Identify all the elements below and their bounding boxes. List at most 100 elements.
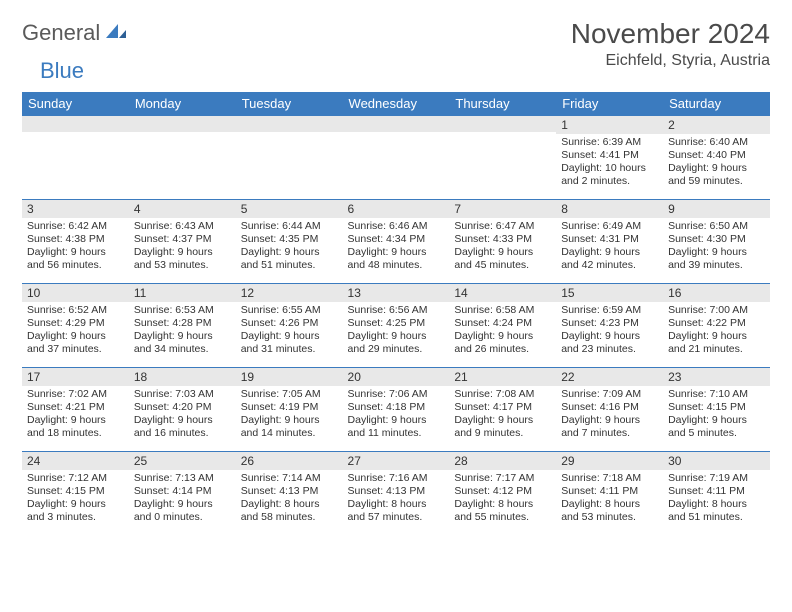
day-number: 10 xyxy=(22,284,129,302)
calendar-cell: 3Sunrise: 6:42 AMSunset: 4:38 PMDaylight… xyxy=(22,200,129,284)
daylight-text: Daylight: 9 hours and 56 minutes. xyxy=(27,246,124,272)
day-content: Sunrise: 6:47 AMSunset: 4:33 PMDaylight:… xyxy=(449,218,556,275)
calendar-cell: 19Sunrise: 7:05 AMSunset: 4:19 PMDayligh… xyxy=(236,368,343,452)
daylight-text: Daylight: 9 hours and 11 minutes. xyxy=(348,414,445,440)
daylight-text: Daylight: 9 hours and 37 minutes. xyxy=(27,330,124,356)
sunset-text: Sunset: 4:26 PM xyxy=(241,317,338,330)
day-number: 25 xyxy=(129,452,236,470)
calendar-cell xyxy=(236,116,343,200)
day-content: Sunrise: 6:55 AMSunset: 4:26 PMDaylight:… xyxy=(236,302,343,359)
daylight-text: Daylight: 9 hours and 31 minutes. xyxy=(241,330,338,356)
sunset-text: Sunset: 4:38 PM xyxy=(27,233,124,246)
day-number: 1 xyxy=(556,116,663,134)
day-header: Saturday xyxy=(663,92,770,116)
day-number: 15 xyxy=(556,284,663,302)
day-content: Sunrise: 6:58 AMSunset: 4:24 PMDaylight:… xyxy=(449,302,556,359)
day-number: 6 xyxy=(343,200,450,218)
sunrise-text: Sunrise: 7:12 AM xyxy=(27,472,124,485)
day-content: Sunrise: 7:06 AMSunset: 4:18 PMDaylight:… xyxy=(343,386,450,443)
sunrise-text: Sunrise: 6:43 AM xyxy=(134,220,231,233)
day-header: Tuesday xyxy=(236,92,343,116)
calendar-cell: 26Sunrise: 7:14 AMSunset: 4:13 PMDayligh… xyxy=(236,452,343,536)
day-number: 2 xyxy=(663,116,770,134)
day-content: Sunrise: 6:56 AMSunset: 4:25 PMDaylight:… xyxy=(343,302,450,359)
daylight-text: Daylight: 9 hours and 21 minutes. xyxy=(668,330,765,356)
day-number xyxy=(236,116,343,132)
day-number: 27 xyxy=(343,452,450,470)
daylight-text: Daylight: 8 hours and 55 minutes. xyxy=(454,498,551,524)
calendar-table: Sunday Monday Tuesday Wednesday Thursday… xyxy=(22,92,770,536)
calendar-cell: 21Sunrise: 7:08 AMSunset: 4:17 PMDayligh… xyxy=(449,368,556,452)
day-content: Sunrise: 6:52 AMSunset: 4:29 PMDaylight:… xyxy=(22,302,129,359)
daylight-text: Daylight: 9 hours and 45 minutes. xyxy=(454,246,551,272)
daylight-text: Daylight: 8 hours and 57 minutes. xyxy=(348,498,445,524)
day-number: 16 xyxy=(663,284,770,302)
calendar-week-row: 1Sunrise: 6:39 AMSunset: 4:41 PMDaylight… xyxy=(22,116,770,200)
sunrise-text: Sunrise: 6:39 AM xyxy=(561,136,658,149)
day-content: Sunrise: 7:05 AMSunset: 4:19 PMDaylight:… xyxy=(236,386,343,443)
day-content: Sunrise: 7:00 AMSunset: 4:22 PMDaylight:… xyxy=(663,302,770,359)
day-content: Sunrise: 7:08 AMSunset: 4:17 PMDaylight:… xyxy=(449,386,556,443)
calendar-cell: 5Sunrise: 6:44 AMSunset: 4:35 PMDaylight… xyxy=(236,200,343,284)
sunrise-text: Sunrise: 6:52 AM xyxy=(27,304,124,317)
daylight-text: Daylight: 9 hours and 51 minutes. xyxy=(241,246,338,272)
sunrise-text: Sunrise: 7:05 AM xyxy=(241,388,338,401)
daylight-text: Daylight: 9 hours and 9 minutes. xyxy=(454,414,551,440)
day-number: 19 xyxy=(236,368,343,386)
sunrise-text: Sunrise: 7:13 AM xyxy=(134,472,231,485)
day-number: 11 xyxy=(129,284,236,302)
daylight-text: Daylight: 8 hours and 53 minutes. xyxy=(561,498,658,524)
daylight-text: Daylight: 8 hours and 58 minutes. xyxy=(241,498,338,524)
sunset-text: Sunset: 4:14 PM xyxy=(134,485,231,498)
calendar-cell: 14Sunrise: 6:58 AMSunset: 4:24 PMDayligh… xyxy=(449,284,556,368)
calendar-cell: 17Sunrise: 7:02 AMSunset: 4:21 PMDayligh… xyxy=(22,368,129,452)
sunset-text: Sunset: 4:15 PM xyxy=(668,401,765,414)
day-header: Thursday xyxy=(449,92,556,116)
calendar-cell: 12Sunrise: 6:55 AMSunset: 4:26 PMDayligh… xyxy=(236,284,343,368)
sunset-text: Sunset: 4:28 PM xyxy=(134,317,231,330)
day-number xyxy=(449,116,556,132)
day-number: 26 xyxy=(236,452,343,470)
sunrise-text: Sunrise: 7:03 AM xyxy=(134,388,231,401)
logo-sail-icon xyxy=(104,22,128,45)
calendar-cell: 9Sunrise: 6:50 AMSunset: 4:30 PMDaylight… xyxy=(663,200,770,284)
calendar-cell: 22Sunrise: 7:09 AMSunset: 4:16 PMDayligh… xyxy=(556,368,663,452)
sunset-text: Sunset: 4:30 PM xyxy=(668,233,765,246)
day-content: Sunrise: 7:12 AMSunset: 4:15 PMDaylight:… xyxy=(22,470,129,527)
calendar-page: General November 2024 Eichfeld, Styria, … xyxy=(0,0,792,554)
sunset-text: Sunset: 4:11 PM xyxy=(561,485,658,498)
daylight-text: Daylight: 9 hours and 26 minutes. xyxy=(454,330,551,356)
calendar-cell: 23Sunrise: 7:10 AMSunset: 4:15 PMDayligh… xyxy=(663,368,770,452)
day-number: 29 xyxy=(556,452,663,470)
daylight-text: Daylight: 9 hours and 42 minutes. xyxy=(561,246,658,272)
day-number: 23 xyxy=(663,368,770,386)
day-number: 9 xyxy=(663,200,770,218)
day-content: Sunrise: 6:44 AMSunset: 4:35 PMDaylight:… xyxy=(236,218,343,275)
day-content: Sunrise: 7:18 AMSunset: 4:11 PMDaylight:… xyxy=(556,470,663,527)
calendar-cell xyxy=(129,116,236,200)
sunset-text: Sunset: 4:17 PM xyxy=(454,401,551,414)
calendar-week-row: 10Sunrise: 6:52 AMSunset: 4:29 PMDayligh… xyxy=(22,284,770,368)
daylight-text: Daylight: 9 hours and 3 minutes. xyxy=(27,498,124,524)
sunset-text: Sunset: 4:13 PM xyxy=(348,485,445,498)
calendar-cell: 13Sunrise: 6:56 AMSunset: 4:25 PMDayligh… xyxy=(343,284,450,368)
calendar-cell: 10Sunrise: 6:52 AMSunset: 4:29 PMDayligh… xyxy=(22,284,129,368)
sunrise-text: Sunrise: 7:14 AM xyxy=(241,472,338,485)
calendar-cell: 18Sunrise: 7:03 AMSunset: 4:20 PMDayligh… xyxy=(129,368,236,452)
calendar-week-row: 17Sunrise: 7:02 AMSunset: 4:21 PMDayligh… xyxy=(22,368,770,452)
day-content: Sunrise: 6:53 AMSunset: 4:28 PMDaylight:… xyxy=(129,302,236,359)
sunrise-text: Sunrise: 7:09 AM xyxy=(561,388,658,401)
day-number: 7 xyxy=(449,200,556,218)
day-header: Sunday xyxy=(22,92,129,116)
sunset-text: Sunset: 4:16 PM xyxy=(561,401,658,414)
calendar-cell: 24Sunrise: 7:12 AMSunset: 4:15 PMDayligh… xyxy=(22,452,129,536)
calendar-cell: 25Sunrise: 7:13 AMSunset: 4:14 PMDayligh… xyxy=(129,452,236,536)
calendar-week-row: 3Sunrise: 6:42 AMSunset: 4:38 PMDaylight… xyxy=(22,200,770,284)
sunset-text: Sunset: 4:31 PM xyxy=(561,233,658,246)
sunrise-text: Sunrise: 6:47 AM xyxy=(454,220,551,233)
sunrise-text: Sunrise: 7:16 AM xyxy=(348,472,445,485)
logo-text-1: General xyxy=(22,20,100,46)
daylight-text: Daylight: 9 hours and 5 minutes. xyxy=(668,414,765,440)
day-number: 13 xyxy=(343,284,450,302)
day-content: Sunrise: 6:39 AMSunset: 4:41 PMDaylight:… xyxy=(556,134,663,191)
